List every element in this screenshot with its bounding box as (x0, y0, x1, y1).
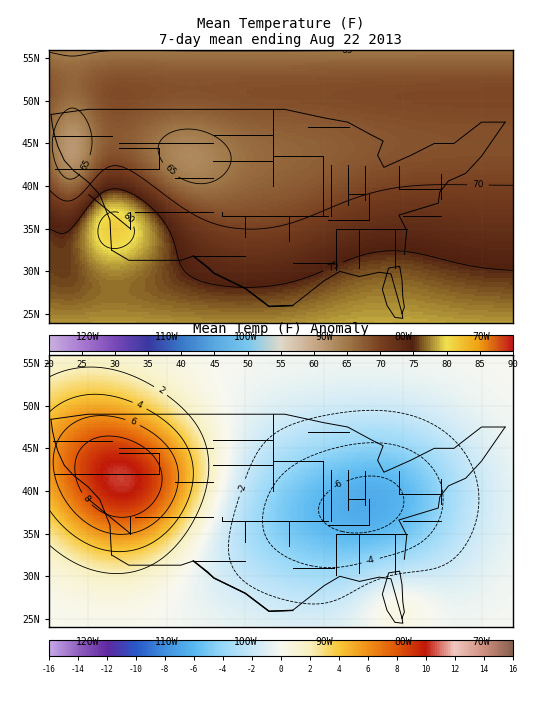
Text: 65: 65 (341, 46, 353, 55)
Text: 6: 6 (129, 417, 137, 428)
Text: 120W: 120W (76, 637, 100, 647)
Text: 90W: 90W (315, 332, 333, 342)
Text: 70W: 70W (472, 637, 490, 647)
Text: -4: -4 (365, 555, 376, 566)
Text: 65: 65 (163, 163, 177, 178)
Text: 80W: 80W (394, 637, 411, 647)
Text: 100W: 100W (234, 332, 257, 342)
Text: 110W: 110W (155, 637, 178, 647)
Text: 65: 65 (79, 158, 92, 172)
Text: 2: 2 (156, 386, 165, 396)
Text: 90W: 90W (315, 637, 333, 647)
Title: Mean Temperature (F)
7-day mean ending Aug 22 2013: Mean Temperature (F) 7-day mean ending A… (159, 17, 402, 47)
Text: 70: 70 (472, 180, 484, 189)
Text: 80: 80 (120, 211, 135, 225)
Text: 80W: 80W (394, 332, 411, 342)
Text: 70W: 70W (472, 332, 490, 342)
Text: 100W: 100W (234, 637, 257, 647)
Text: 110W: 110W (155, 332, 178, 342)
Text: 75: 75 (326, 260, 340, 273)
Text: 8: 8 (81, 494, 92, 504)
Text: -6: -6 (332, 479, 344, 491)
Text: -2: -2 (237, 482, 248, 493)
Title: Mean Temp (F) Anomaly
7-day mean ending Aug 22 2013: Mean Temp (F) Anomaly 7-day mean ending … (159, 322, 402, 352)
Text: 120W: 120W (76, 332, 100, 342)
Text: 4: 4 (135, 400, 144, 411)
